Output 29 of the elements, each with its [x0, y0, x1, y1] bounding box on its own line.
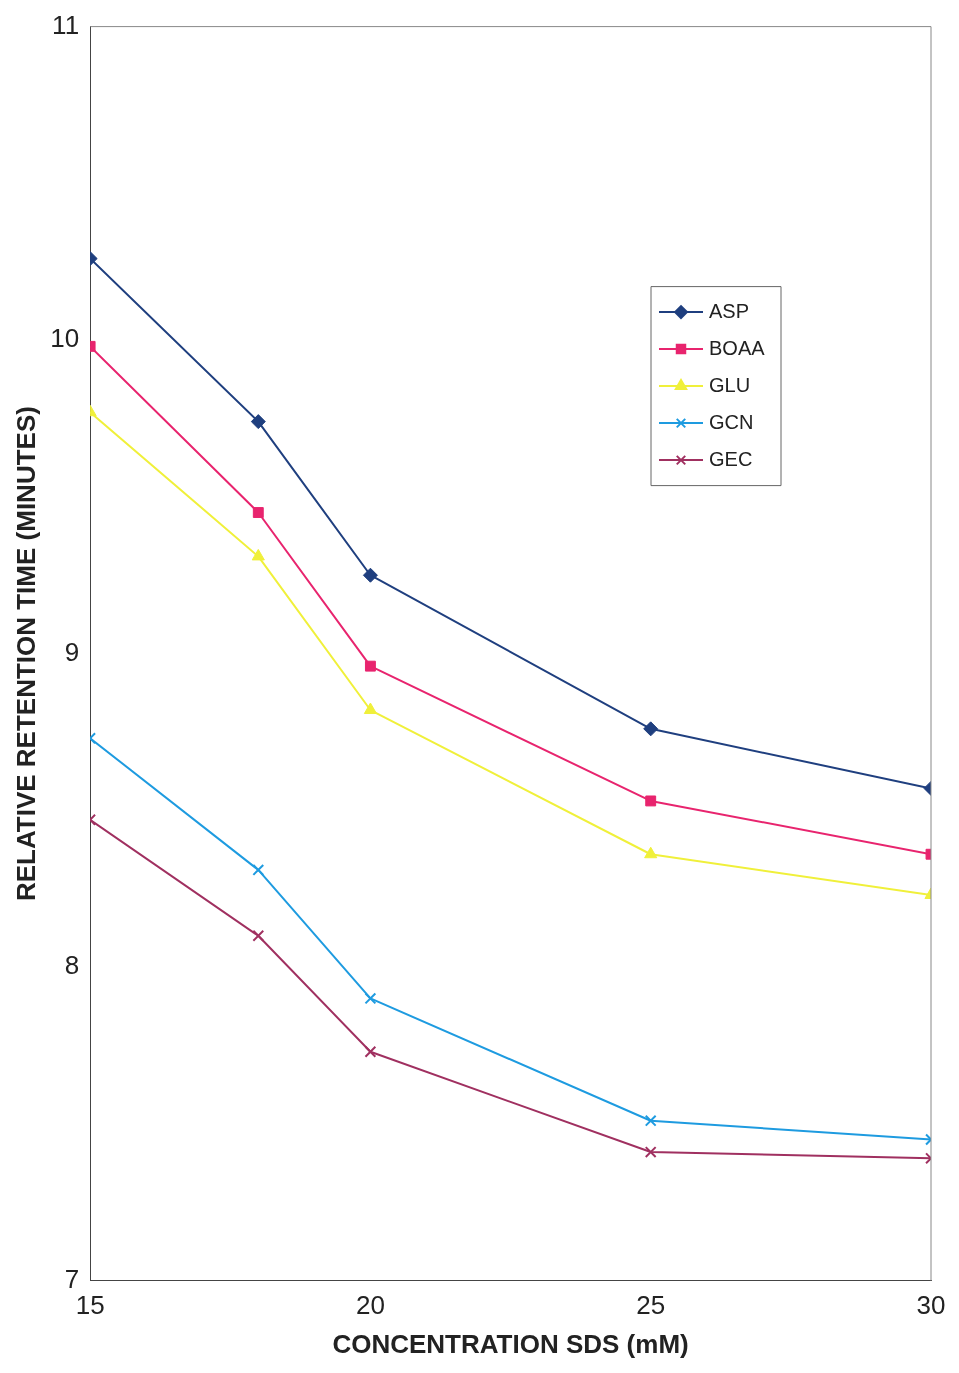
point	[644, 1146, 657, 1159]
y-tick-label: 10	[50, 323, 80, 354]
y-axis-title: RELATIVE RETENTION TIME (MINUTES)	[10, 406, 41, 902]
y-tick-label: 9	[64, 636, 80, 667]
x-tick-label: 20	[355, 1290, 385, 1321]
legend-label: BOAA	[709, 336, 766, 359]
point	[364, 660, 376, 672]
legend-label: ASP	[709, 299, 750, 322]
point	[250, 414, 266, 430]
legend-label: GEC	[709, 447, 753, 470]
point	[362, 567, 378, 583]
x-tick-label: 25	[636, 1290, 666, 1321]
point	[644, 846, 658, 859]
legend-label: GCN	[709, 410, 754, 433]
point	[252, 929, 265, 942]
point	[643, 721, 659, 737]
y-tick-label: 11	[52, 9, 80, 40]
point	[252, 863, 265, 876]
point	[251, 548, 265, 561]
point	[252, 507, 264, 518]
point	[364, 1045, 377, 1058]
point	[363, 702, 377, 715]
legend-label: GLU	[709, 373, 751, 396]
x-axis-title: CONCENTRATION SDS (mM)	[332, 1328, 689, 1359]
y-tick-label: 8	[64, 950, 80, 981]
point	[364, 992, 377, 1005]
point	[644, 1114, 657, 1127]
point	[645, 795, 657, 807]
x-tick-label: 30	[916, 1290, 946, 1321]
